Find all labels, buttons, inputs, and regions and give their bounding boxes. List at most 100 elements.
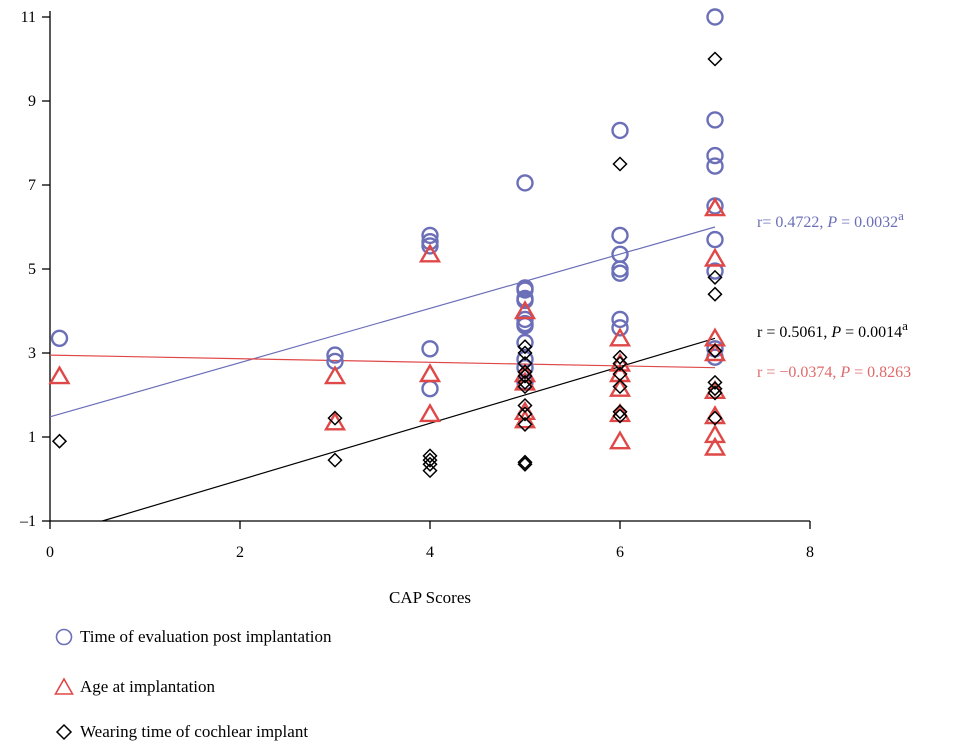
circle-point [706, 8, 724, 26]
circle-point [611, 264, 629, 282]
y-tick-label: 7 [28, 177, 36, 194]
triangle-point [513, 409, 537, 429]
triangle-point [323, 365, 347, 385]
y-tick-label: –1 [19, 513, 36, 530]
diamond-point [517, 339, 533, 355]
triangle-point [608, 327, 632, 347]
diamond-point [422, 448, 438, 464]
diamond-point [422, 463, 438, 479]
circle-point [706, 262, 724, 280]
triangle-point [418, 243, 442, 263]
diamond-point [517, 456, 533, 472]
diamond-point [707, 343, 723, 359]
y-tick-label: 9 [28, 93, 36, 110]
diamond-point [612, 355, 628, 372]
diamond-point [612, 404, 628, 420]
diamond-point [517, 345, 533, 361]
x-tick-label: 0 [46, 544, 54, 561]
x-tick-label: 6 [616, 544, 624, 561]
circle-point [611, 310, 629, 329]
circle-point [421, 380, 439, 398]
triangle-point [703, 405, 727, 425]
diamond-point [517, 374, 533, 390]
diamond-point [517, 397, 533, 414]
triangle-point [703, 197, 727, 217]
axes: –1 1 3 5 7 9 11 0 2 4 6 8 [19, 9, 814, 561]
triangle-point [513, 300, 537, 320]
triangle-point [418, 403, 442, 423]
triangle-point [703, 436, 727, 456]
circle-point [516, 174, 534, 192]
triangle-point [48, 365, 71, 385]
diamond-point [327, 452, 343, 468]
y-tick-label: 11 [21, 9, 36, 26]
circle-point [611, 226, 629, 245]
diamond-point [517, 368, 533, 384]
circle-point [706, 230, 724, 249]
circle-point [516, 281, 534, 299]
triangle-point [608, 430, 632, 450]
circle-point [706, 340, 724, 358]
diamond-point [422, 452, 438, 468]
circle-point [611, 319, 629, 337]
annotation-wearing-time: r = 0.5061, P = 0.0014a [757, 318, 908, 341]
diamond-point [612, 408, 628, 424]
correlation-annotations: r= 0.4722, P = 0.0032a r = −0.0374, P = 0… [757, 208, 911, 381]
circle-icon [55, 628, 73, 646]
circle-point [516, 333, 534, 352]
circle-point [421, 226, 439, 245]
diamond-point [517, 454, 533, 470]
circle-point [421, 340, 439, 358]
diamond-point [612, 349, 628, 365]
x-tick-label: 8 [806, 544, 814, 561]
diamond-point [612, 156, 628, 172]
x-tick-label: 2 [236, 544, 244, 561]
circle-point [421, 237, 439, 255]
data-points [48, 8, 727, 479]
triangle-point [703, 247, 727, 267]
y-tick-label: 1 [28, 429, 36, 446]
diamond-point [707, 374, 723, 390]
diamond-point [707, 410, 723, 426]
diamond-point [517, 406, 533, 422]
diamond-point [51, 433, 68, 449]
triangle-icon [54, 677, 74, 695]
diamond-point [612, 379, 628, 395]
diamond-point [422, 456, 438, 472]
legend-label: Wearing time of cochlear implant [80, 722, 309, 741]
legend-label: Age at implantation [80, 677, 216, 696]
diamond-point [707, 385, 723, 401]
y-tick-label: 5 [28, 261, 36, 278]
diamond-point [517, 379, 533, 395]
diamond-point [707, 51, 723, 67]
annotation-age-at-implantation: r = −0.0374, P = 0.8263 [757, 364, 911, 381]
y-tick-label: 3 [28, 345, 36, 362]
fit-line-age-at-implantation [49, 354, 716, 369]
legend-item-wearing-time: Wearing time of cochlear implant [54, 722, 308, 742]
diamond-point [517, 416, 533, 432]
circle-point [326, 346, 344, 364]
circle-point [706, 157, 724, 175]
x-tick-label: 4 [426, 544, 434, 561]
triangle-point [703, 424, 727, 444]
legend-item-time-of-evaluation: Time of evaluation post implantation [54, 627, 332, 647]
diamond-point [327, 410, 343, 426]
diamond-point [517, 364, 533, 380]
diamond-point [707, 381, 723, 397]
fit-line-time-of-evaluation [49, 226, 716, 418]
circle-point [706, 146, 724, 165]
circle-point [706, 111, 724, 129]
legend-item-age-at-implantation: Age at implantation [54, 677, 215, 697]
annotation-time-of-evaluation: r= 0.4722, P = 0.0032a [757, 208, 904, 231]
circle-point [50, 329, 69, 347]
triangle-point [323, 411, 347, 431]
circle-point [611, 121, 629, 140]
legend-label: Time of evaluation post implantation [80, 627, 332, 646]
diamond-point [707, 269, 723, 285]
fit-line-wearing-time [102, 337, 716, 522]
diamond-icon [55, 723, 73, 741]
diamond-point [707, 286, 723, 302]
circle-point [516, 291, 534, 310]
triangle-point [418, 363, 442, 383]
